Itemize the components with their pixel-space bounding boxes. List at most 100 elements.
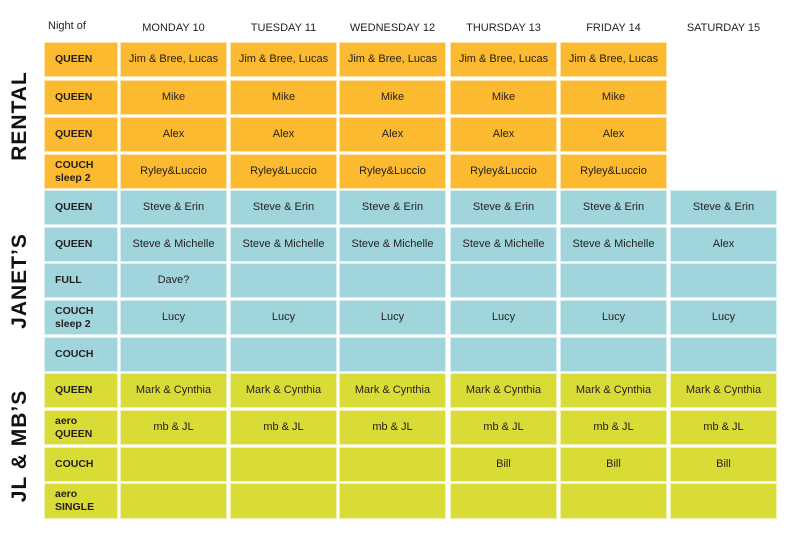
bed-label: COUCH sleep 2	[44, 300, 118, 335]
assignment-cell: Jim & Bree, Lucas	[230, 42, 337, 77]
assignment-cell: Ryley&Luccio	[230, 154, 337, 189]
assignment-cell: Lucy	[230, 300, 337, 335]
assignment-cell	[560, 337, 667, 372]
bed-label: COUCH	[44, 447, 118, 482]
assignment-cell: Alex	[120, 117, 227, 152]
day-header: FRIDAY 14	[586, 22, 641, 34]
bed-label: QUEEN	[44, 227, 118, 262]
assignment-cell: Alex	[670, 227, 777, 262]
day-header: THURSDAY 13	[466, 22, 541, 34]
assignment-cell: Steve & Michelle	[339, 227, 446, 262]
assignment-cell: Ryley&Luccio	[450, 154, 557, 189]
assignment-cell: Steve & Erin	[120, 190, 227, 225]
assignment-cell: Alex	[560, 117, 667, 152]
assignment-cell	[339, 263, 446, 298]
assignment-cell: Mike	[450, 80, 557, 115]
bed-label: aero QUEEN	[44, 410, 118, 445]
assignment-cell: mb & JL	[339, 410, 446, 445]
assignment-cell: Bill	[670, 447, 777, 482]
bed-label: QUEEN	[44, 117, 118, 152]
assignment-cell	[230, 263, 337, 298]
assignment-cell: Steve & Erin	[670, 190, 777, 225]
assignment-cell: Lucy	[670, 300, 777, 335]
assignment-cell: Lucy	[120, 300, 227, 335]
night-of-label: Night of	[48, 20, 86, 32]
group-label: JL & MB’S	[2, 373, 38, 518]
bed-label: COUCH	[44, 337, 118, 372]
bed-label: COUCH sleep 2	[44, 154, 118, 189]
assignment-cell	[450, 263, 557, 298]
assignment-cell: Jim & Bree, Lucas	[450, 42, 557, 77]
assignment-cell	[670, 263, 777, 298]
assignment-cell	[230, 447, 337, 482]
assignment-cell: Mike	[339, 80, 446, 115]
assignment-cell: Lucy	[560, 300, 667, 335]
assignment-cell	[339, 447, 446, 482]
assignment-cell: Mark & Cynthia	[670, 373, 777, 408]
assignment-cell: Mark & Cynthia	[120, 373, 227, 408]
assignment-cell: Mark & Cynthia	[230, 373, 337, 408]
group-label: JANET’S	[2, 190, 38, 372]
day-header: TUESDAY 11	[250, 22, 317, 34]
assignment-cell: Steve & Erin	[339, 190, 446, 225]
assignment-cell: Mike	[120, 80, 227, 115]
day-header: MONDAY 10	[142, 22, 205, 34]
assignment-cell: Mike	[230, 80, 337, 115]
bed-label: QUEEN	[44, 373, 118, 408]
assignment-cell: Jim & Bree, Lucas	[120, 42, 227, 77]
bed-label: QUEEN	[44, 80, 118, 115]
assignment-cell: Jim & Bree, Lucas	[560, 42, 667, 77]
assignment-cell	[230, 483, 337, 519]
assignment-cell	[450, 337, 557, 372]
assignment-cell: Ryley&Luccio	[120, 154, 227, 189]
assignment-cell: Mark & Cynthia	[450, 373, 557, 408]
assignment-cell	[670, 337, 777, 372]
assignment-cell: Steve & Erin	[450, 190, 557, 225]
assignment-cell: Jim & Bree, Lucas	[339, 42, 446, 77]
assignment-cell	[120, 447, 227, 482]
assignment-cell: Lucy	[339, 300, 446, 335]
assignment-cell	[560, 483, 667, 519]
assignment-cell	[230, 337, 337, 372]
bed-label: QUEEN	[44, 42, 118, 77]
bed-label: QUEEN	[44, 190, 118, 225]
assignment-cell: Mark & Cynthia	[339, 373, 446, 408]
assignment-cell: Ryley&Luccio	[560, 154, 667, 189]
assignment-cell: Steve & Erin	[230, 190, 337, 225]
assignment-cell	[339, 337, 446, 372]
assignment-cell: mb & JL	[670, 410, 777, 445]
assignment-cell: Steve & Michelle	[560, 227, 667, 262]
assignment-cell	[120, 483, 227, 519]
assignment-cell: Steve & Michelle	[450, 227, 557, 262]
bed-label: aero SINGLE	[44, 483, 118, 519]
assignment-cell: Lucy	[450, 300, 557, 335]
assignment-cell	[560, 263, 667, 298]
group-name: JANET’S	[8, 233, 31, 329]
bed-label: FULL	[44, 263, 118, 298]
assignment-cell: mb & JL	[450, 410, 557, 445]
assignment-cell	[339, 483, 446, 519]
assignment-cell: Steve & Michelle	[120, 227, 227, 262]
group-name: JL & MB’S	[8, 389, 31, 502]
assignment-cell: Dave?	[120, 263, 227, 298]
assignment-cell	[450, 483, 557, 519]
assignment-cell: Alex	[339, 117, 446, 152]
assignment-cell: mb & JL	[120, 410, 227, 445]
group-name: RENTAL	[8, 70, 32, 161]
assignment-cell: Steve & Erin	[560, 190, 667, 225]
assignment-cell: Steve & Michelle	[230, 227, 337, 262]
assignment-cell: Ryley&Luccio	[339, 154, 446, 189]
assignment-cell	[670, 483, 777, 519]
assignment-cell: mb & JL	[560, 410, 667, 445]
day-header: SATURDAY 15	[686, 22, 761, 34]
assignment-cell: Bill	[450, 447, 557, 482]
assignment-cell: Mark & Cynthia	[560, 373, 667, 408]
assignment-cell: Alex	[450, 117, 557, 152]
assignment-cell: mb & JL	[230, 410, 337, 445]
assignment-cell: Bill	[560, 447, 667, 482]
assignment-cell: Alex	[230, 117, 337, 152]
group-label: RENTAL	[2, 42, 38, 189]
day-header: WEDNESDAY 12	[349, 22, 436, 34]
assignment-cell: Mike	[560, 80, 667, 115]
assignment-cell	[120, 337, 227, 372]
